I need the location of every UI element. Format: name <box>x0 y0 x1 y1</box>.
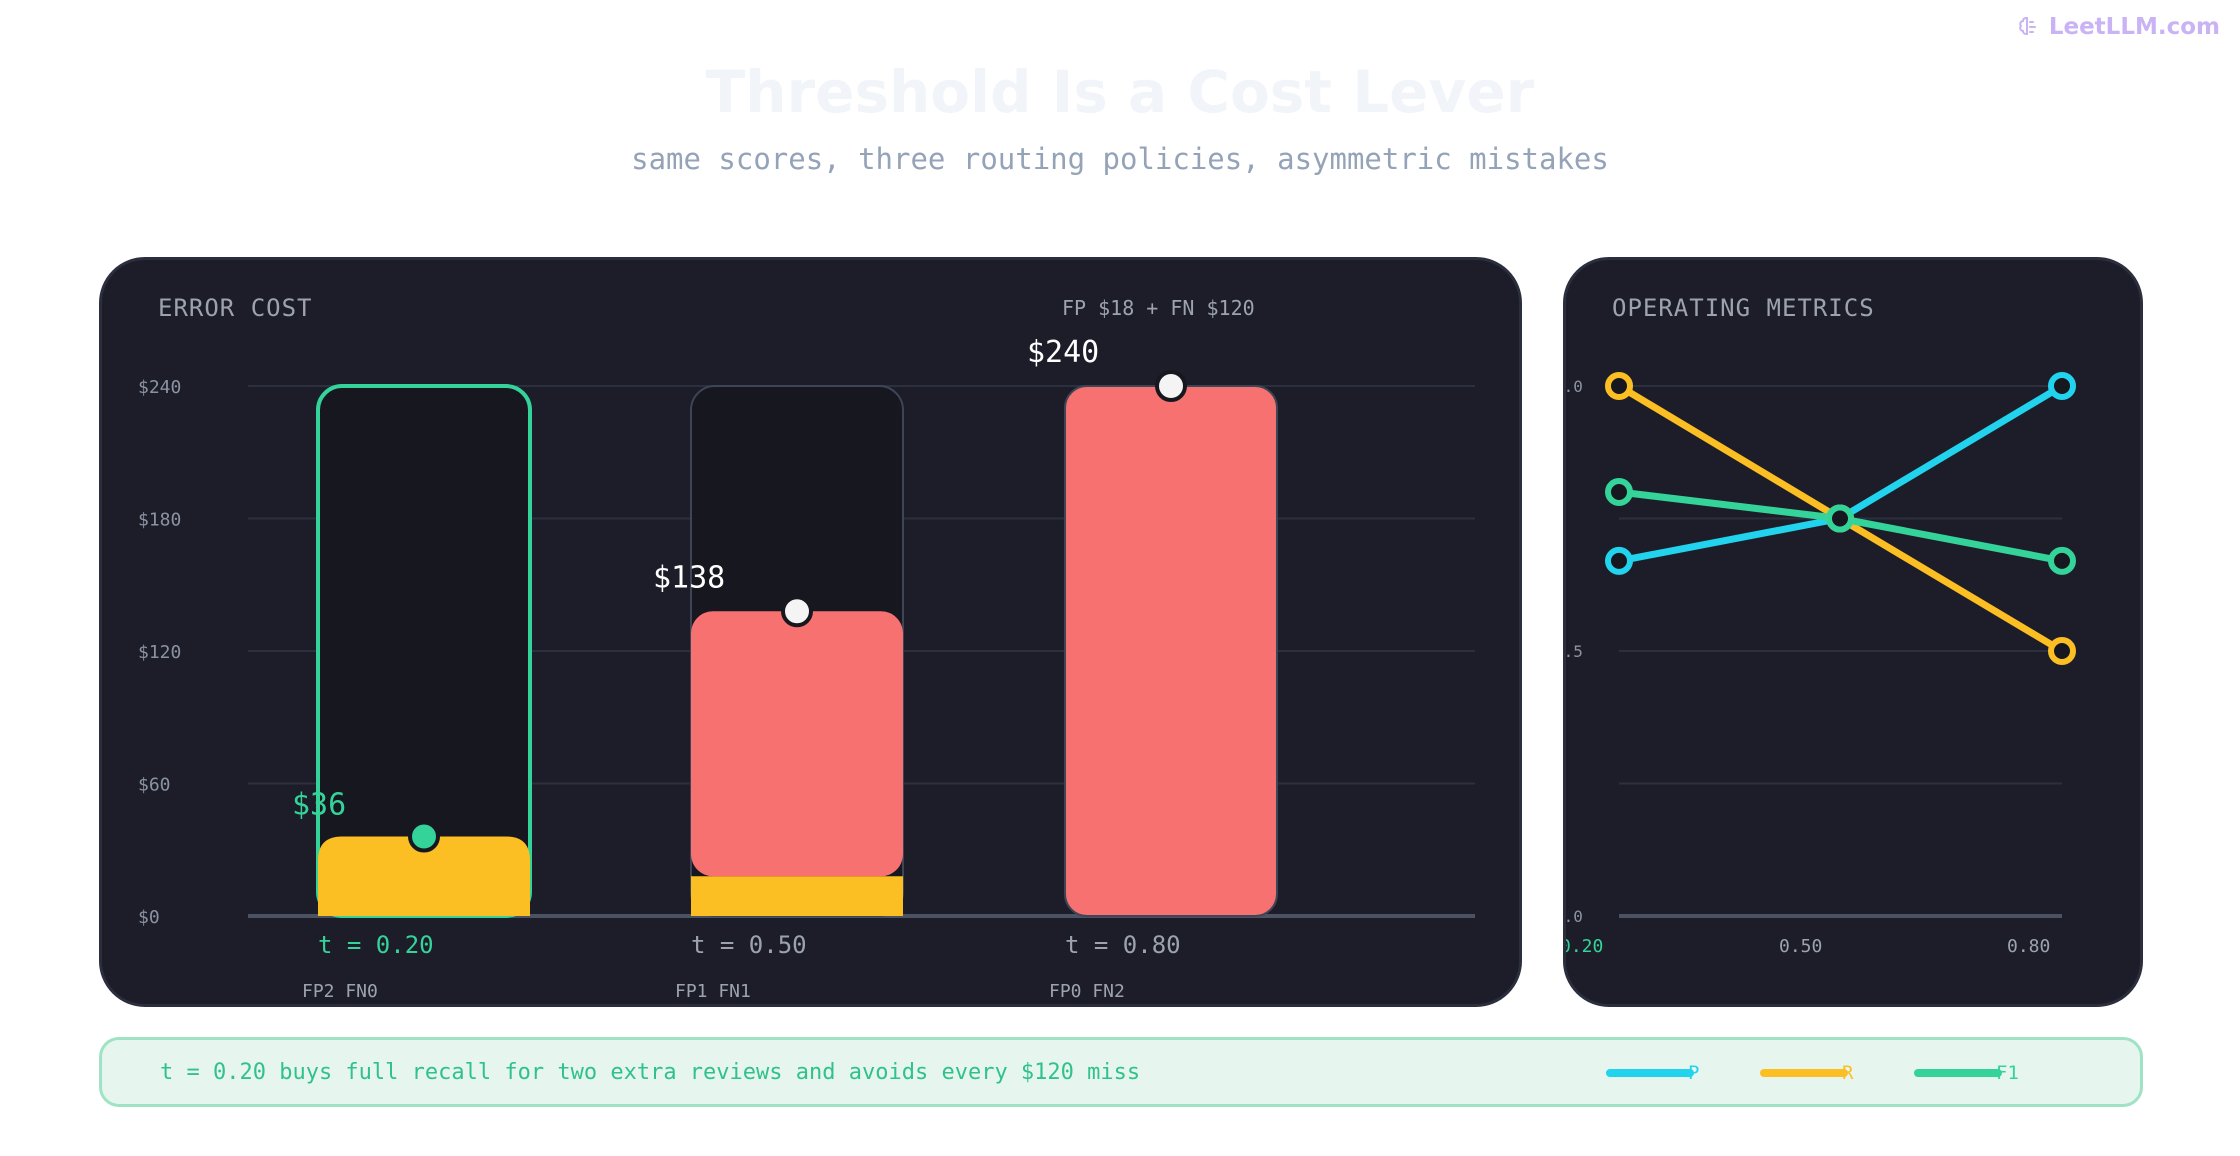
brand-name: LeetLLM.com <box>2048 14 2220 40</box>
y-tick-label: $240 <box>138 377 181 398</box>
cost-formula: FP $18 + FN $120 <box>1062 296 1255 320</box>
x-tick-label: 0.80 <box>2007 936 2050 957</box>
legend-swatch-r <box>1760 1069 1848 1077</box>
legend-swatch-f1 <box>1914 1069 2002 1077</box>
y-tick-label: $120 <box>138 642 181 663</box>
point-f1 <box>1826 504 1854 533</box>
total-label: $36 <box>292 788 346 823</box>
legend-label-f1: F1 <box>1996 1062 2019 1084</box>
bar-fp-segment <box>318 836 530 916</box>
operating-metrics-chart: 0.0 0.5 1.0 0.20 0.50 0.80 <box>1566 372 2076 957</box>
y-tick-label: 0.5 <box>1566 642 1583 661</box>
category-label: t = 0.20 <box>318 931 434 959</box>
bar-fn-segment <box>1064 385 1278 917</box>
error-cost-panel: ERROR COST FP $18 + FN $120 $0 $60 $120 $18… <box>99 257 1522 1007</box>
point-r <box>1605 372 1633 400</box>
fp-fn-count-label: FP0 FN2 <box>1049 981 1125 1002</box>
fp-fn-count-label: FP1 FN1 <box>675 981 751 1002</box>
total-marker <box>408 820 440 853</box>
total-label: $138 <box>653 560 725 595</box>
y-tick-label: $0 <box>138 907 160 928</box>
legend-label-r: R <box>1842 1062 1854 1084</box>
bar-fp-segment <box>691 876 903 916</box>
insight-footer: t = 0.20 buys full recall for two extra … <box>99 1037 2143 1107</box>
point-f1 <box>1605 478 1633 506</box>
y-tick-label: $180 <box>138 510 181 531</box>
total-label: $240 <box>1027 335 1099 370</box>
x-tick-label: 0.20 <box>1566 936 1603 957</box>
page-title: Threshold Is a Cost Lever <box>705 58 1535 126</box>
category-label: t = 0.50 <box>691 931 807 959</box>
legend-swatch-p <box>1606 1069 1694 1077</box>
point-p <box>2048 372 2076 400</box>
series-line-p <box>1615 382 2066 565</box>
error-cost-chart: $0 $60 $120 $180 $240 $36 t = 0.20 FP2 FN0 $138 t… <box>138 335 1475 1002</box>
bar-fn-segment <box>691 611 903 877</box>
page-subtitle: same scores, three routing policies, asy… <box>631 142 1609 176</box>
y-tick-label: 0.0 <box>1566 907 1583 926</box>
category-label: t = 0.80 <box>1065 931 1181 959</box>
insight-text: t = 0.20 buys full recall for two extra … <box>160 1060 1141 1085</box>
fp-fn-count-label: FP2 FN0 <box>302 981 378 1002</box>
operating-metrics-title: OPERATING METRICS <box>1612 294 1875 322</box>
operating-metrics-panel: OPERATING METRICS 0.0 0.5 1.0 0.20 0.50 0.80 <box>1563 257 2143 1007</box>
x-tick-label: 0.50 <box>1779 936 1822 957</box>
y-tick-label: 1.0 <box>1566 377 1583 396</box>
point-f1 <box>2048 546 2076 575</box>
total-marker <box>1155 370 1187 402</box>
brain-icon <box>2019 17 2036 35</box>
point-p <box>1605 546 1633 575</box>
error-cost-title: ERROR COST <box>158 294 313 322</box>
legend-label-p: P <box>1688 1062 1700 1084</box>
brand-logo[interactable]: LeetLLM.com <box>2017 14 2220 40</box>
y-tick-label: $60 <box>138 775 171 796</box>
total-marker <box>781 595 813 628</box>
point-r <box>2048 637 2076 665</box>
